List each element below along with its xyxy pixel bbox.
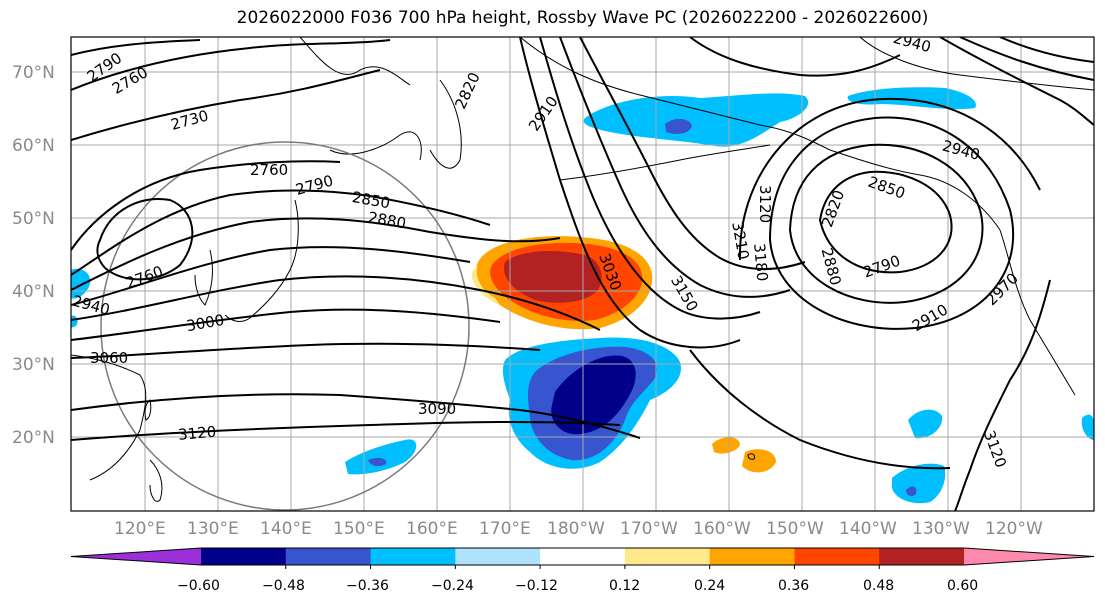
lon-label: 180°W xyxy=(547,519,605,539)
lat-label: 60°N xyxy=(12,136,55,156)
lat-label: 70°N xyxy=(12,63,55,83)
contour-label: 3090 xyxy=(418,400,456,418)
lat-label: 40°N xyxy=(12,282,55,302)
latitude-labels: 70°N 60°N 50°N 40°N 30°N 20°N xyxy=(12,63,55,448)
colorbar-tick: 0.24 xyxy=(694,578,725,594)
colorbar-tick: 0.60 xyxy=(947,578,978,594)
anomaly-shading xyxy=(71,87,1094,504)
contour-label: 3060 xyxy=(90,349,128,367)
negative-anomaly-mexico-edge xyxy=(1081,414,1094,440)
negative-anomaly-far-se xyxy=(892,463,946,504)
colorbar-ticks: −0.60 −0.48 −0.36 −0.24 −0.12 0.12 0.24 … xyxy=(177,578,978,594)
negative-anomaly-core xyxy=(551,355,636,435)
map-title: 2026022000 F036 700 hPa height, Rossby W… xyxy=(236,8,929,28)
lat-label: 20°N xyxy=(12,428,55,448)
colorbar-tick: 0.48 xyxy=(863,578,894,594)
coastline-bc xyxy=(829,149,1001,231)
lon-label: 140°W xyxy=(839,519,897,539)
colorbar-segment xyxy=(879,548,965,565)
colorbar-segment xyxy=(540,548,626,565)
negative-anomaly-south-west xyxy=(345,439,417,475)
lon-label: 130°E xyxy=(187,519,239,539)
longitude-labels: 120°E 130°E 140°E 150°E 160°E 170°E 180°… xyxy=(114,519,1043,539)
lon-label: 150°W xyxy=(766,519,824,539)
colorbar-segment xyxy=(709,548,795,565)
colorbar-segment xyxy=(201,548,287,565)
contour-label: 3120 xyxy=(177,423,217,444)
lon-label: 150°E xyxy=(333,519,385,539)
colorbar-tick: −0.12 xyxy=(515,578,558,594)
colorbar-segment xyxy=(624,548,711,565)
contour-label: 3120 xyxy=(756,185,774,223)
colorbar-tick: −0.60 xyxy=(177,578,220,594)
coastline-japan xyxy=(224,199,299,322)
colorbar-tick: 0.12 xyxy=(609,578,640,594)
coastline-uswest xyxy=(999,229,1076,396)
lon-label: 120°E xyxy=(114,519,166,539)
lon-label: 120°W xyxy=(985,519,1043,539)
coastline-aleutians xyxy=(559,144,771,181)
positive-anomaly-hawaii-2 xyxy=(742,449,776,473)
height-contours xyxy=(71,37,1094,511)
colorbar-tick: −0.24 xyxy=(431,578,474,594)
lon-label: 130°W xyxy=(912,519,970,539)
lon-label: 140°E xyxy=(260,519,312,539)
coastline-asia-north xyxy=(299,37,411,86)
colorbar-extend-min xyxy=(71,548,201,565)
lon-label: 170°E xyxy=(479,519,531,539)
contour-label: 2760 xyxy=(250,161,288,179)
graticule xyxy=(71,37,1094,511)
negative-anomaly-alaska-core xyxy=(665,118,692,134)
colorbar-outline xyxy=(70,547,1095,566)
negative-anomaly-south-east xyxy=(908,409,943,439)
coastline-canada-north xyxy=(859,37,1094,91)
contour-label: 3180 xyxy=(750,243,771,283)
colorbar-segment xyxy=(455,548,541,565)
coastline-korea xyxy=(194,249,213,306)
coastline-hawaii xyxy=(747,453,755,460)
colorbar-tick: 0.36 xyxy=(778,578,809,594)
negative-anomaly-canada xyxy=(847,87,976,110)
colorbar-extend-max xyxy=(964,548,1094,565)
positive-anomaly-core xyxy=(504,250,602,303)
coastline-taiwan xyxy=(144,399,152,421)
colorbar xyxy=(70,547,1095,569)
negative-anomaly-alaska xyxy=(583,93,809,147)
lon-label: 160°E xyxy=(406,519,458,539)
positive-anomaly-hawaii xyxy=(712,437,740,454)
negative-anomaly-south-west-core xyxy=(368,457,387,467)
lon-label: 160°W xyxy=(693,519,751,539)
range-circle xyxy=(100,141,470,511)
colorbar-tick: −0.48 xyxy=(262,578,305,594)
lon-label: 170°W xyxy=(620,519,678,539)
positive-anomaly-fringe xyxy=(471,265,500,305)
colorbar-tick: −0.36 xyxy=(346,578,389,594)
coastline-philippines xyxy=(149,459,163,502)
negative-anomaly-far-se-core xyxy=(906,486,917,497)
lat-label: 50°N xyxy=(12,209,55,229)
colorbar-segment xyxy=(285,548,372,565)
colorbar-segment xyxy=(794,548,880,565)
lat-label: 30°N xyxy=(12,355,55,375)
coastline-kamchatka xyxy=(429,79,462,169)
map-frame xyxy=(70,36,1095,512)
coastline-alaska xyxy=(519,37,831,151)
colorbar-segment xyxy=(370,548,456,565)
